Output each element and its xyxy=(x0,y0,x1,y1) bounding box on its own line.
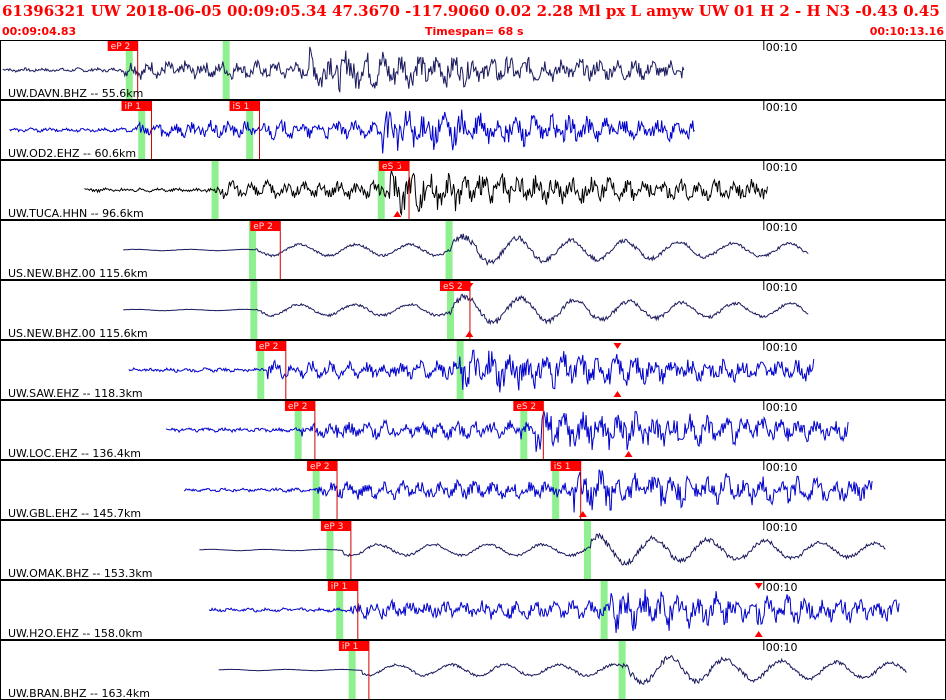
pick-label-box[interactable] xyxy=(250,221,281,231)
station-label: UW.OMAK.BHZ -- 153.3km xyxy=(8,567,152,580)
pick-label-box[interactable] xyxy=(439,281,470,291)
time-tick-label: 00:10 xyxy=(766,341,798,354)
waveform xyxy=(128,349,815,393)
station-label: US.NEW.BHZ.00 115.6km xyxy=(8,267,148,280)
time-tick-label: 00:10 xyxy=(766,401,798,414)
phase-window xyxy=(445,221,453,279)
phase-window xyxy=(520,401,528,459)
trace-panels[interactable]: eP 2 00:10 UW.DAVN.BHZ -- 55.6km iP 1 iS 1 00… xyxy=(0,40,946,700)
pick-label: eP 2 xyxy=(310,462,330,472)
phase-window xyxy=(584,521,592,579)
waveform xyxy=(199,532,886,566)
end-time: 00:10:13.16 xyxy=(869,25,944,38)
pick-label-box[interactable] xyxy=(255,341,286,351)
seismogram-canvas[interactable]: eP 2 00:10 UW.DAVN.BHZ -- 55.6km iP 1 iS 1 00… xyxy=(0,40,946,700)
station-label: UW.OD2.EHZ -- 60.6km xyxy=(8,147,136,160)
amplitude-marker xyxy=(465,331,474,337)
pick-label-box[interactable] xyxy=(379,161,410,171)
pick-label: eP 2 xyxy=(288,402,308,412)
station-label: UW.TUCA.HHN -- 96.6km xyxy=(8,207,144,220)
time-tick-label: 00:10 xyxy=(766,281,798,294)
trace-panel[interactable]: eP 3 00:10 UW.OMAK.BHZ -- 153.3km xyxy=(0,520,946,581)
pick-label: eS 2 xyxy=(516,402,536,412)
time-tick-label: 00:10 xyxy=(766,161,798,174)
trace-panel[interactable]: eP 2 00:10 UW.DAVN.BHZ -- 55.6km xyxy=(0,40,946,101)
amplitude-marker xyxy=(393,163,402,169)
waveform xyxy=(165,410,849,452)
pick-label: eP 2 xyxy=(111,42,131,52)
station-label: UW.GBL.EHZ -- 145.7km xyxy=(8,507,141,520)
pick-label: eP 3 xyxy=(324,522,344,532)
station-label: UW.BRAN.BHZ -- 163.4km xyxy=(8,687,150,700)
pick-label-box[interactable] xyxy=(284,401,315,411)
pick-label-box[interactable] xyxy=(550,461,581,471)
trace-panel[interactable]: iP 1 iS 1 00:10 UW.OD2.EHZ -- 60.6km xyxy=(0,100,946,161)
pick-label-box[interactable] xyxy=(307,461,338,471)
panel-frame xyxy=(0,400,946,460)
trace-panel[interactable]: iP 1 00:10 UW.H2O.EHZ -- 158.0km xyxy=(0,580,946,641)
time-tick-label: 00:10 xyxy=(766,521,798,534)
trace-panel[interactable]: eP 2 iS 1 00:10 UW.GBL.EHZ -- 145.7km xyxy=(0,460,946,521)
waveform xyxy=(183,469,873,513)
waveform xyxy=(208,589,900,633)
trace-panel[interactable]: eP 2 00:10 US.NEW.BHZ.00 115.6km xyxy=(0,220,946,281)
time-tick-label: 00:10 xyxy=(766,41,798,54)
station-label: UW.DAVN.BHZ -- 55.6km xyxy=(8,87,143,100)
amplitude-marker xyxy=(613,343,622,349)
amplitude-marker xyxy=(613,391,622,397)
pick-label: eP 2 xyxy=(259,342,279,352)
waveform xyxy=(2,46,685,93)
waveform xyxy=(9,109,695,154)
trace-panel[interactable]: eS 2 00:10 US.NEW.BHZ.00 115.6km xyxy=(0,280,946,341)
pick-label: iP 1 xyxy=(125,102,142,112)
amplitude-marker xyxy=(624,451,633,457)
phase-window xyxy=(446,281,454,339)
amplitude-marker xyxy=(754,583,763,589)
time-tick-label: 00:10 xyxy=(766,581,798,594)
pick-label-box[interactable] xyxy=(513,401,544,411)
amplitude-marker xyxy=(754,631,763,637)
start-time: 00:09:04.83 xyxy=(2,25,77,38)
station-label: UW.SAW.EHZ -- 118.3km xyxy=(8,387,143,400)
pick-label: eS 3 xyxy=(382,162,402,172)
station-label: UW.LOC.EHZ -- 136.4km xyxy=(8,447,141,460)
pick-label-box[interactable] xyxy=(107,41,138,51)
pick-label-box[interactable] xyxy=(320,521,351,531)
time-tick-label: 00:10 xyxy=(766,461,798,474)
header-bar: 61396321 UW 2018-06-05 00:09:05.34 47.36… xyxy=(0,0,946,40)
station-label: US.NEW.BHZ.00 115.6km xyxy=(8,327,148,340)
trace-panel[interactable]: eP 2 00:10 UW.SAW.EHZ -- 118.3km xyxy=(0,340,946,401)
pick-label-box[interactable] xyxy=(338,641,369,651)
time-tick-label: 00:10 xyxy=(766,641,798,654)
pick-label-box[interactable] xyxy=(327,581,358,591)
waveform xyxy=(123,293,809,326)
waveform xyxy=(218,654,907,685)
trace-panel[interactable]: iP 1 00:10 UW.BRAN.BHZ -- 163.4km xyxy=(0,640,946,700)
time-tick-label: 00:10 xyxy=(766,101,798,114)
time-tick-label: 00:10 xyxy=(766,221,798,234)
trace-panel[interactable]: eS 3 00:10 UW.TUCA.HHN -- 96.6km xyxy=(0,160,946,221)
pick-label-box[interactable] xyxy=(121,101,152,111)
pick-label: eP 2 xyxy=(253,222,273,232)
panel-frame xyxy=(0,460,946,520)
pick-label: eS 2 xyxy=(443,282,463,292)
timespan: Timespan= 68 s xyxy=(425,25,524,38)
pick-label: iS 1 xyxy=(554,462,571,472)
pick-label-box[interactable] xyxy=(229,101,260,111)
station-label: UW.H2O.EHZ -- 158.0km xyxy=(8,627,142,640)
waveform xyxy=(84,170,768,217)
amplitude-marker xyxy=(393,211,402,217)
trace-panel[interactable]: eP 2 eS 2 00:10 UW.LOC.EHZ -- 136.4km xyxy=(0,400,946,461)
pick-label: iP 1 xyxy=(331,582,348,592)
phase-window xyxy=(312,461,320,519)
amplitude-marker xyxy=(578,511,587,517)
amplitude-marker xyxy=(465,283,474,289)
pick-label: iP 1 xyxy=(342,642,359,652)
event-title: 61396321 UW 2018-06-05 00:09:05.34 47.36… xyxy=(2,2,940,20)
phase-window xyxy=(222,41,230,99)
waveform xyxy=(123,233,809,267)
phase-window xyxy=(618,641,626,699)
pick-label: iS 1 xyxy=(233,102,250,112)
